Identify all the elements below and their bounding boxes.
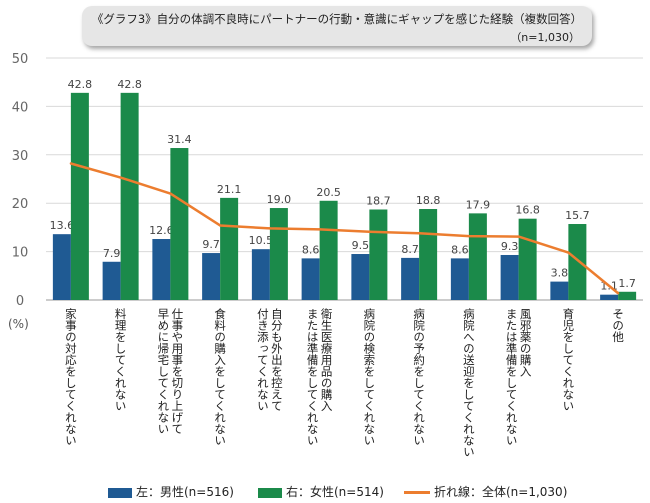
bar-female bbox=[170, 148, 189, 300]
x-tick-label: 食料の購入をしてくれない bbox=[213, 307, 227, 446]
chart-legend: 左：男性(n=516) 右：女性(n=514) 折れ線：全体(n=1,030) bbox=[0, 483, 650, 501]
data-label-female: 19.0 bbox=[267, 193, 292, 206]
chart-sample-size: （n=1,030） bbox=[510, 31, 580, 44]
data-label-male: 8.7 bbox=[401, 243, 419, 256]
bar-female bbox=[518, 218, 537, 300]
legend-item-male: 左：男性(n=516) bbox=[108, 483, 234, 500]
x-tick-label: 病院への送迎をしてくれない bbox=[462, 307, 476, 457]
bar-female bbox=[369, 209, 388, 300]
bar-male bbox=[202, 253, 221, 300]
x-tick-label: または準備をしてくれない bbox=[306, 308, 320, 446]
bar-male bbox=[102, 261, 121, 300]
data-label-female: 42.8 bbox=[117, 78, 142, 91]
data-label-female: 42.8 bbox=[68, 78, 93, 91]
point-total bbox=[119, 176, 122, 179]
bar-female bbox=[419, 209, 438, 300]
data-label-male: 10.5 bbox=[249, 234, 274, 247]
point-total bbox=[616, 292, 620, 295]
data-label-female: 17.9 bbox=[466, 198, 491, 211]
bar-male bbox=[500, 254, 519, 300]
x-tick-label: 料理をしてくれない bbox=[114, 307, 128, 411]
x-tick-label: 病院の検索をしてくれない bbox=[362, 307, 376, 446]
data-label-male: 9.5 bbox=[352, 239, 370, 252]
data-label-male: 12.6 bbox=[149, 224, 174, 237]
point-total bbox=[318, 228, 321, 231]
x-tick-label: 衛生医療用品の購入 bbox=[320, 308, 334, 412]
bar-male bbox=[550, 281, 569, 300]
line-total bbox=[70, 162, 619, 295]
legend-label-female: 右：女性(n=514) bbox=[286, 485, 384, 499]
data-label-female: 18.8 bbox=[416, 194, 441, 207]
legend-item-female: 右：女性(n=514) bbox=[258, 483, 384, 500]
bar-female bbox=[468, 213, 487, 300]
data-label-male: 9.3 bbox=[501, 240, 519, 253]
x-tick-label: または準備をしてくれない bbox=[505, 308, 519, 446]
bar-male bbox=[152, 239, 171, 300]
point-total bbox=[69, 162, 73, 165]
x-tick-label: その他 bbox=[611, 308, 625, 343]
bar-female bbox=[220, 197, 239, 300]
legend-swatch-male bbox=[108, 487, 132, 498]
bar-male bbox=[450, 258, 469, 300]
bar-line-chart: 0 10 20 30 40 50 (%) 13.6 7.9 12.6 9.7 10.5 8.6 9.5 8.… bbox=[8, 52, 643, 458]
point-total bbox=[169, 192, 172, 195]
data-label-female: 15.7 bbox=[565, 209, 590, 222]
legend-label-male: 左：男性(n=516) bbox=[136, 485, 234, 499]
bar-male bbox=[401, 257, 420, 300]
bar-female bbox=[618, 291, 637, 300]
legend-item-total: 折れ線：全体(n=1,030) bbox=[404, 483, 567, 500]
y-tick-label: 10 bbox=[12, 246, 29, 261]
bar-female bbox=[120, 92, 139, 301]
data-label-female: 18.7 bbox=[366, 194, 391, 207]
legend-label-total: 折れ線：全体(n=1,030) bbox=[434, 485, 568, 499]
y-tick-label: 40 bbox=[12, 100, 29, 115]
point-total bbox=[567, 251, 570, 254]
y-axis-unit: (%) bbox=[8, 317, 29, 331]
y-tick-label: 20 bbox=[12, 197, 29, 212]
point-total bbox=[417, 232, 421, 235]
data-label-male: 9.7 bbox=[202, 238, 220, 251]
data-label-female: 31.4 bbox=[167, 133, 192, 146]
bar-male bbox=[301, 258, 320, 300]
legend-swatch-female bbox=[258, 487, 282, 498]
y-tick-label: 0 bbox=[16, 294, 24, 309]
x-tick-label: 家事の対応をしてくれない bbox=[64, 307, 78, 446]
x-tick-label: 早めに帰宅してくれない bbox=[156, 308, 170, 435]
x-tick-label: 自分も外出を控えて bbox=[270, 308, 284, 412]
data-label-female: 16.8 bbox=[515, 204, 540, 217]
bar-male bbox=[52, 234, 71, 300]
x-tick-label: 育児をしてくれない bbox=[561, 307, 575, 411]
bar-male bbox=[251, 249, 270, 300]
bar-male bbox=[600, 294, 619, 300]
point-total bbox=[218, 224, 222, 227]
data-label-male: 13.6 bbox=[50, 219, 75, 232]
legend-swatch-total bbox=[404, 491, 430, 494]
x-tick-label: 付き添ってくれない bbox=[256, 308, 270, 412]
point-total bbox=[467, 234, 471, 238]
x-tick-label: 風邪薬の購入 bbox=[519, 308, 533, 377]
chart-title: 《グラフ3》自分の体調不良時にパートナーの行動・意識にギャップを感じた経験（複数… bbox=[91, 12, 583, 26]
data-label-male: 3.8 bbox=[551, 267, 569, 280]
data-label-male: 7.9 bbox=[103, 247, 121, 260]
data-label-male: 8.6 bbox=[302, 243, 320, 256]
x-tick-label: 病院の予約をしてくれない bbox=[412, 307, 426, 446]
bar-female bbox=[269, 208, 288, 300]
bar-female bbox=[319, 200, 338, 300]
data-label-female: 20.5 bbox=[316, 186, 341, 199]
data-label-female: 1.7 bbox=[618, 277, 636, 290]
bar-male bbox=[351, 254, 370, 300]
x-tick-label: 仕事や用事を切り上げて bbox=[170, 308, 184, 435]
bar-female bbox=[568, 224, 587, 300]
chart-title-box: 《グラフ3》自分の体調不良時にパートナーの行動・意識にギャップを感じた経験（複数… bbox=[82, 6, 592, 46]
data-label-male: 8.6 bbox=[451, 243, 469, 256]
bar-female bbox=[70, 92, 89, 301]
point-total bbox=[368, 230, 371, 233]
y-tick-label: 30 bbox=[12, 149, 29, 164]
data-label-female: 21.1 bbox=[217, 183, 242, 196]
point-total bbox=[268, 227, 272, 230]
y-tick-label: 50 bbox=[12, 52, 29, 67]
point-total bbox=[517, 235, 520, 238]
